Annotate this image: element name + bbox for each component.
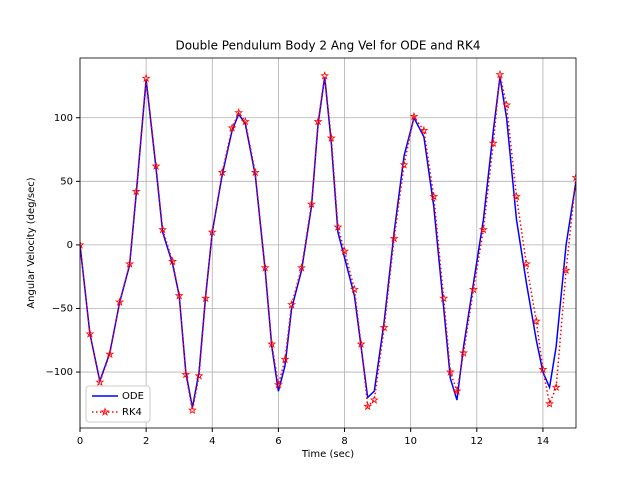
marker <box>320 71 330 80</box>
marker <box>95 377 105 387</box>
y-tick-label: −50 <box>52 303 73 314</box>
marker <box>267 339 277 348</box>
x-tick-label: 10 <box>404 436 417 447</box>
marker <box>439 293 449 303</box>
marker <box>495 69 505 79</box>
marker <box>131 186 141 196</box>
marker <box>168 256 178 266</box>
marker <box>207 227 217 237</box>
marker <box>488 138 498 148</box>
marker <box>240 116 250 126</box>
x-tick-label: 0 <box>77 436 83 447</box>
marker <box>429 191 439 201</box>
marker <box>201 293 211 303</box>
legend-box <box>85 385 151 423</box>
x-tick-label: 14 <box>537 436 550 447</box>
marker <box>419 125 429 135</box>
marker <box>151 161 161 170</box>
y-tick-label: 100 <box>54 113 73 124</box>
marker <box>571 172 576 182</box>
x-tick-label: 12 <box>470 436 483 447</box>
marker <box>181 369 191 379</box>
y-axis-label: Angular Velocity (deg/sec) <box>26 177 37 308</box>
marker <box>125 259 135 268</box>
marker <box>468 284 478 294</box>
marker <box>502 100 512 109</box>
marker <box>531 316 541 326</box>
marker <box>115 297 125 306</box>
legend-label: ODE <box>122 391 144 402</box>
marker <box>409 111 419 121</box>
marker <box>521 259 531 268</box>
marker <box>227 123 237 132</box>
marker <box>399 160 409 169</box>
marker <box>287 299 297 309</box>
marker <box>80 240 85 249</box>
chart-title: Double Pendulum Body 2 Ang Vel for ODE a… <box>175 39 480 53</box>
marker <box>340 246 350 256</box>
marker <box>356 339 366 348</box>
marker <box>333 222 343 231</box>
marker <box>445 367 455 376</box>
marker <box>141 73 151 83</box>
marker <box>538 364 548 374</box>
marker <box>187 405 197 415</box>
marker <box>306 199 316 209</box>
marker <box>551 382 561 392</box>
y-tick-label: −100 <box>46 367 73 378</box>
marker <box>313 116 323 126</box>
marker <box>260 263 270 272</box>
marker <box>250 167 260 177</box>
marker <box>174 291 184 300</box>
marker <box>459 348 469 357</box>
x-tick-label: 6 <box>275 436 281 447</box>
marker <box>217 167 227 177</box>
marker <box>452 386 462 395</box>
series-line <box>80 76 576 408</box>
marker <box>545 399 555 408</box>
marker <box>297 263 307 272</box>
legend-label: RK4 <box>122 407 142 418</box>
marker <box>105 349 115 359</box>
marker <box>561 265 571 275</box>
axes-frame <box>79 57 577 429</box>
plot-area <box>80 69 576 415</box>
marker <box>158 224 168 234</box>
marker <box>194 371 204 380</box>
x-tick-label: 8 <box>341 436 347 447</box>
marker <box>478 224 488 234</box>
marker <box>280 354 290 364</box>
x-tick-label: 2 <box>143 436 149 447</box>
marker <box>389 233 399 243</box>
y-tick-label: 50 <box>60 176 73 187</box>
marker <box>326 133 336 142</box>
marker <box>379 322 389 332</box>
marker <box>234 107 244 117</box>
series-line <box>80 74 576 411</box>
x-axis-label: Time (sec) <box>301 449 354 460</box>
marker <box>363 401 373 411</box>
legend-marker <box>100 407 110 416</box>
marker <box>369 395 379 404</box>
marker <box>85 329 95 338</box>
x-tick-label: 4 <box>209 436 215 447</box>
y-tick-label: 0 <box>67 240 73 251</box>
marker <box>511 191 521 201</box>
marker <box>349 284 359 294</box>
marker <box>273 380 283 389</box>
